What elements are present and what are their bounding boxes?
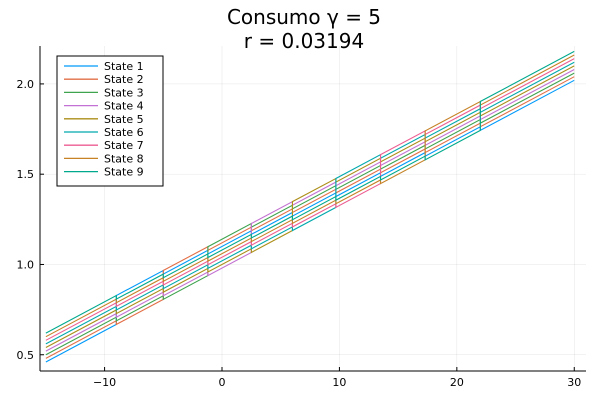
axes (39, 46, 586, 372)
x-tick-label: 20 (450, 376, 464, 389)
legend-label-8: State 8 (104, 152, 144, 165)
legend-label-7: State 7 (104, 139, 144, 152)
tick-labels: −10 0 10 20 30 0.5 1.0 1.5 2.0 (17, 78, 582, 389)
title-line-2: r = 0.03194 (244, 29, 364, 53)
legend-label-3: State 3 (104, 86, 144, 99)
y-tick-label: 0.5 (17, 349, 35, 362)
x-tick-label: −10 (93, 376, 116, 389)
legend-label-4: State 4 (104, 100, 144, 113)
legend-box (56, 55, 164, 187)
y-tick-label: 2.0 (17, 78, 35, 91)
legend-label-2: State 2 (104, 73, 144, 86)
legend-label-9: State 9 (104, 166, 144, 179)
y-tick-label: 1.5 (17, 168, 35, 181)
grid-lines (40, 46, 586, 371)
series-lines (45, 50, 575, 363)
x-tick-label: 30 (567, 376, 581, 389)
legend-label-6: State 6 (104, 126, 144, 139)
legend-label-5: State 5 (104, 113, 144, 126)
series-line-9 (45, 50, 575, 334)
title-line-1: Consumo γ = 5 (227, 5, 381, 29)
x-tick-label: 0 (219, 376, 226, 389)
y-tick-label: 1.0 (17, 258, 35, 271)
x-tick-label: 10 (332, 376, 346, 389)
chart-title: Consumo γ = 5 r = 0.03194 (227, 5, 381, 53)
legend-label-1: State 1 (104, 60, 144, 73)
